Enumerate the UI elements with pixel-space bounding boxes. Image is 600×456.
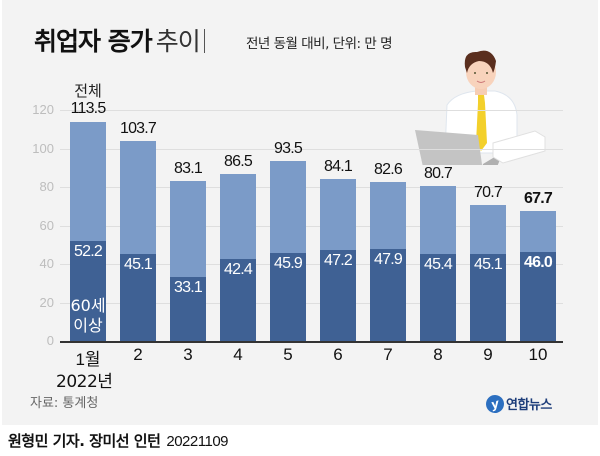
y-tick-80: 80 (39, 179, 54, 194)
total-label-feb: 103.7 (119, 120, 157, 137)
y-tick-100: 100 (32, 141, 54, 156)
x-label-year: 2022년 (56, 372, 113, 392)
legend-senior-line1: 60세 (70, 296, 106, 315)
total-label-may: 93.5 (274, 140, 303, 157)
source-note: 자료: 통계청 (30, 396, 99, 411)
x-axis-line (60, 341, 563, 343)
bar-senior-apr (220, 259, 256, 341)
chart-title: 취업자 증가 추이 (34, 22, 205, 58)
office-worker-illustration-icon (415, 50, 546, 165)
bar-senior-jul (370, 249, 406, 341)
bar-senior-jan (70, 241, 106, 341)
gridline-120 (60, 110, 563, 111)
senior-label-oct: 46.0 (524, 254, 553, 271)
total-label-jun: 84.1 (324, 158, 353, 175)
gridline-80 (60, 187, 563, 188)
senior-label-jun: 47.2 (324, 252, 353, 269)
total-label-apr: 86.5 (224, 153, 253, 170)
yonhap-logo: y 연합뉴스 (483, 392, 552, 415)
bar-senior-aug (420, 254, 456, 341)
gridline-20 (60, 303, 563, 304)
bar-senior-may (270, 253, 306, 341)
senior-label-aug: 45.4 (424, 256, 453, 273)
senior-label-sep: 45.1 (474, 256, 503, 273)
legend-total: 전체 (74, 82, 102, 100)
gridline-60 (60, 226, 563, 227)
title-divider (203, 29, 205, 53)
x-label-sep: 9 (483, 345, 493, 364)
bar-senior-oct (520, 252, 556, 341)
senior-label-may: 45.9 (274, 255, 303, 272)
x-label-jan: 1월 (75, 350, 101, 369)
total-label-mar: 83.1 (174, 160, 203, 177)
credit-name: 원형민 기자. 장미선 인턴 (8, 432, 161, 450)
credit-line: 원형민 기자. 장미선 인턴 20221109 (8, 430, 228, 451)
logo-text: 연합뉴스 (506, 398, 552, 413)
chart-subtitle: 전년 동월 대비, 단위: 만 명 (246, 36, 393, 52)
x-label-may: 5 (283, 345, 293, 364)
senior-label-feb: 45.1 (124, 256, 153, 273)
y-tick-0: 0 (46, 333, 54, 348)
senior-label-mar: 33.1 (174, 279, 203, 296)
total-label-jul: 82.6 (374, 161, 403, 178)
y-tick-60: 60 (39, 218, 54, 233)
y-tick-120: 120 (32, 102, 54, 117)
total-label-aug: 80.7 (424, 165, 453, 182)
x-label-feb: 2 (133, 345, 143, 364)
y-tick-20: 20 (39, 295, 54, 310)
y-tick-40: 40 (39, 256, 54, 271)
legend-senior: 60세 이상 (68, 296, 108, 336)
yonhap-logo-icon: y (483, 392, 507, 415)
legend-senior-line2: 이상 (73, 316, 103, 335)
x-label-jun: 6 (333, 345, 343, 364)
senior-label-jan: 52.2 (74, 243, 103, 260)
gridline-100 (60, 149, 563, 150)
bar-senior-feb (120, 254, 156, 341)
title-bold: 취업자 증가 (34, 27, 153, 56)
x-label-aug: 8 (433, 345, 443, 364)
title-light: 추이 (155, 27, 201, 56)
total-label-jan: 113.5 (70, 100, 107, 117)
x-label-oct: 10 (528, 345, 548, 364)
senior-label-jul: 47.9 (374, 251, 403, 268)
credit-date: 20221109 (166, 433, 228, 450)
x-label-apr: 4 (233, 345, 243, 364)
gridline-40 (60, 264, 563, 265)
senior-label-apr: 42.4 (224, 261, 253, 278)
total-label-oct: 67.7 (524, 190, 553, 207)
bar-senior-sep (470, 254, 506, 341)
bar-senior-jun (320, 250, 356, 341)
bar-senior-mar (170, 277, 206, 341)
x-label-jul: 7 (383, 345, 393, 364)
x-label-mar: 3 (183, 345, 193, 364)
total-label-sep: 70.7 (474, 184, 503, 201)
